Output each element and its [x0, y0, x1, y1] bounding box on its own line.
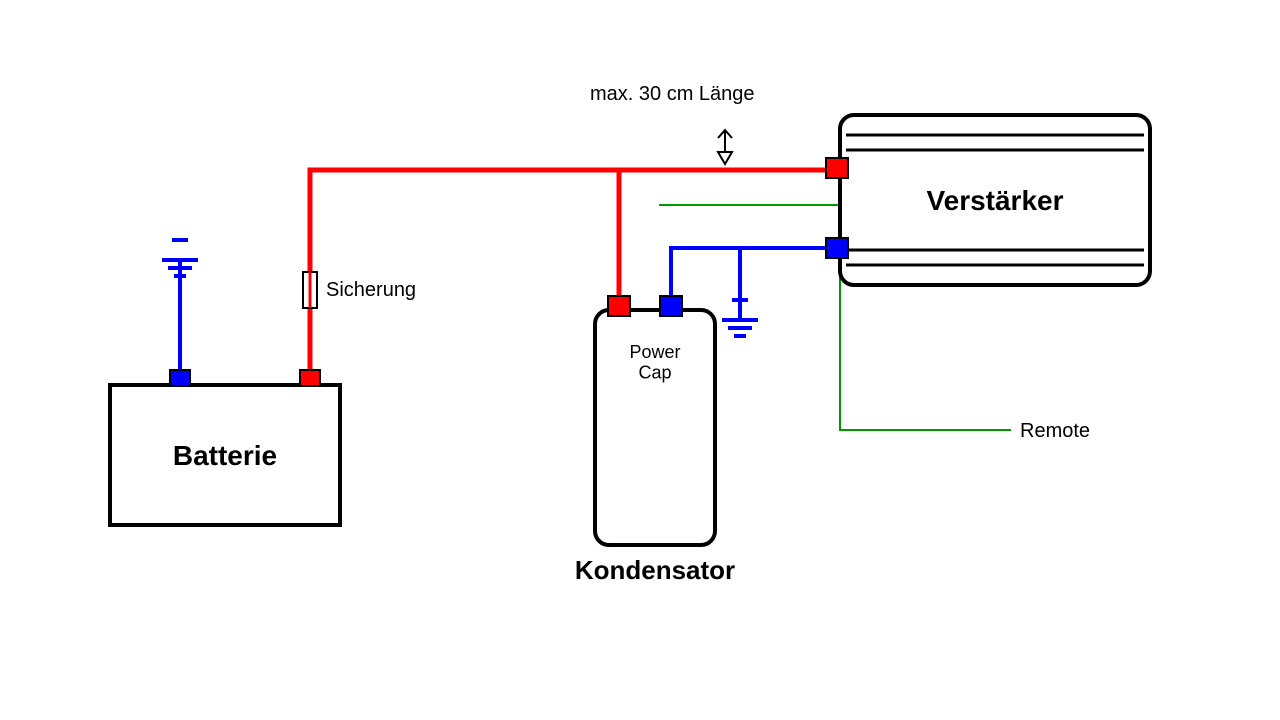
wiring-diagram: BatterieSicherungPowerCapKondensatorVers…	[0, 0, 1280, 720]
max-length-label: max. 30 cm Länge	[590, 83, 755, 105]
amplifier-label: Verstärker	[926, 185, 1063, 216]
remote-label: Remote	[1020, 420, 1090, 442]
fuse-label: Sicherung	[326, 279, 416, 301]
battery-label: Batterie	[173, 440, 277, 471]
capacitor-below-label: Kondensator	[575, 555, 735, 585]
